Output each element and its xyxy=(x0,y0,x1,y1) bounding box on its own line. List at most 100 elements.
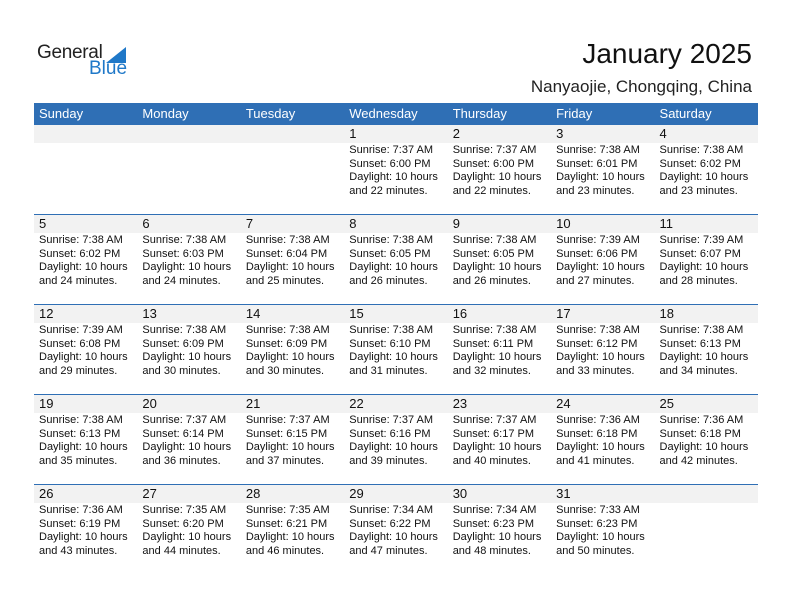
sunset-text: Sunset: 6:15 PM xyxy=(245,427,328,440)
day-cell: 22 Sunrise: 7:37 AM Sunset: 6:16 PM Dayligh… xyxy=(344,395,447,485)
sunrise-text: Sunrise: 7:38 AM xyxy=(556,144,640,156)
day-cell: 11 Sunrise: 7:39 AM Sunset: 6:07 PM Dayligh… xyxy=(655,215,758,305)
daylight-text: and 30 minutes. xyxy=(245,364,325,377)
logo-blue: Blue xyxy=(89,58,128,79)
sunset-text: Sunset: 6:10 PM xyxy=(349,337,431,350)
sunrise-text: Sunrise: 7:38 AM xyxy=(659,144,744,156)
daylight-text: Daylight: 10 hours xyxy=(39,261,128,273)
day-cell: 29 Sunrise: 7:34 AM Sunset: 6:22 PM Dayligh… xyxy=(344,485,447,575)
daylight-text: Daylight: 10 hours xyxy=(142,531,232,543)
day-cell: 5 Sunrise: 7:38 AM Sunset: 6:02 PM Daylight… xyxy=(34,215,137,305)
day-number: 8 xyxy=(349,216,357,231)
sunrise-text: Sunrise: 7:34 AM xyxy=(452,504,537,516)
day-cell: 4 Sunrise: 7:38 AM Sunset: 6:02 PM Daylight… xyxy=(655,125,758,215)
date-band xyxy=(34,215,758,233)
day-cell: 16 Sunrise: 7:38 AM Sunset: 6:11 PM Dayligh… xyxy=(448,305,551,395)
daylight-text: Daylight: 10 hours xyxy=(142,261,232,273)
daylight-text: and 42 minutes. xyxy=(659,454,738,467)
sunrise-text: Sunrise: 7:38 AM xyxy=(142,234,227,246)
sunset-text: Sunset: 6:00 PM xyxy=(452,157,535,170)
sunrise-text: Sunrise: 7:38 AM xyxy=(245,324,330,336)
daylight-text: Daylight: 10 hours xyxy=(452,441,542,453)
daylight-text: Daylight: 10 hours xyxy=(452,351,542,363)
daylight-text: and 47 minutes. xyxy=(349,544,428,557)
daylight-text: and 23 minutes. xyxy=(556,184,635,197)
sunset-text: Sunset: 6:21 PM xyxy=(245,517,328,530)
daylight-text: and 37 minutes. xyxy=(245,454,325,467)
sunset-text: Sunset: 6:18 PM xyxy=(556,427,638,440)
weekday-saturday: Saturday xyxy=(659,106,712,121)
daylight-text: Daylight: 10 hours xyxy=(245,351,335,363)
weekday-friday: Friday xyxy=(556,106,593,121)
sunset-text: Sunset: 6:17 PM xyxy=(452,427,535,440)
sunrise-text: Sunrise: 7:37 AM xyxy=(452,144,537,156)
daylight-text: Daylight: 10 hours xyxy=(39,351,128,363)
day-number: 26 xyxy=(39,486,54,501)
sunrise-text: Sunrise: 7:34 AM xyxy=(349,504,434,516)
sunset-text: Sunset: 6:03 PM xyxy=(142,247,224,260)
day-number: 23 xyxy=(452,396,468,411)
sunrise-text: Sunrise: 7:38 AM xyxy=(556,324,640,336)
daylight-text: Daylight: 10 hours xyxy=(245,441,335,453)
daylight-text: Daylight: 10 hours xyxy=(349,441,438,453)
weekday-thursday: Thursday xyxy=(452,106,507,121)
day-number: 10 xyxy=(556,216,571,231)
day-number: 14 xyxy=(245,306,261,321)
sunrise-text: Sunrise: 7:35 AM xyxy=(245,504,330,516)
logo-general: General xyxy=(37,42,103,63)
day-number: 4 xyxy=(659,126,667,141)
sunrise-text: Sunrise: 7:38 AM xyxy=(659,324,744,336)
day-number: 28 xyxy=(245,486,261,501)
weekday-wednesday: Wednesday xyxy=(349,106,418,121)
sunrise-text: Sunrise: 7:39 AM xyxy=(556,234,640,246)
daylight-text: Daylight: 10 hours xyxy=(556,351,645,363)
sunrise-text: Sunrise: 7:36 AM xyxy=(659,414,744,426)
date-band xyxy=(34,395,758,413)
sunrise-text: Sunrise: 7:38 AM xyxy=(349,324,434,336)
day-cell: 23 Sunrise: 7:37 AM Sunset: 6:17 PM Dayligh… xyxy=(448,395,551,485)
sunset-text: Sunset: 6:23 PM xyxy=(556,517,638,530)
page-title: January 2025 xyxy=(582,38,752,69)
daylight-text: and 39 minutes. xyxy=(349,454,428,467)
day-number: 30 xyxy=(452,486,468,501)
daylight-text: and 50 minutes. xyxy=(556,544,635,557)
day-cell: 31 Sunrise: 7:33 AM Sunset: 6:23 PM Dayligh… xyxy=(551,485,654,575)
day-cell: 24 Sunrise: 7:36 AM Sunset: 6:18 PM Dayligh… xyxy=(551,395,654,485)
day-cell: 8 Sunrise: 7:38 AM Sunset: 6:05 PM Daylight… xyxy=(344,215,447,305)
daylight-text: and 24 minutes. xyxy=(39,274,118,287)
daylight-text: and 22 minutes. xyxy=(452,184,531,197)
sunset-text: Sunset: 6:05 PM xyxy=(349,247,431,260)
sunrise-text: Sunrise: 7:39 AM xyxy=(659,234,744,246)
daylight-text: and 28 minutes. xyxy=(659,274,738,287)
daylight-text: and 41 minutes. xyxy=(556,454,635,467)
day-number: 7 xyxy=(245,216,254,231)
day-cell: 15 Sunrise: 7:38 AM Sunset: 6:10 PM Dayligh… xyxy=(344,305,447,395)
day-number: 2 xyxy=(452,126,460,141)
sunrise-text: Sunrise: 7:38 AM xyxy=(39,414,123,426)
sunset-text: Sunset: 6:13 PM xyxy=(39,427,121,440)
day-cell: 19 Sunrise: 7:38 AM Sunset: 6:13 PM Dayligh… xyxy=(34,395,137,485)
day-cell: 27 Sunrise: 7:35 AM Sunset: 6:20 PM Dayligh… xyxy=(137,485,240,575)
daylight-text: and 40 minutes. xyxy=(452,454,531,467)
daylight-text: Daylight: 10 hours xyxy=(659,351,749,363)
date-band xyxy=(34,125,758,143)
daylight-text: Daylight: 10 hours xyxy=(349,351,438,363)
empty-cell xyxy=(34,125,137,215)
day-number: 9 xyxy=(452,216,460,231)
daylight-text: Daylight: 10 hours xyxy=(452,171,542,183)
day-cell: 12 Sunrise: 7:39 AM Sunset: 6:08 PM Dayligh… xyxy=(34,305,137,395)
sunrise-text: Sunrise: 7:38 AM xyxy=(349,234,434,246)
day-cell: 20 Sunrise: 7:37 AM Sunset: 6:14 PM Dayligh… xyxy=(137,395,240,485)
daylight-text: Daylight: 10 hours xyxy=(556,261,645,273)
location: Nanyaojie, Chongqing, China xyxy=(530,77,752,96)
daylight-text: and 24 minutes. xyxy=(142,274,221,287)
day-number: 31 xyxy=(556,486,571,501)
sunrise-text: Sunrise: 7:33 AM xyxy=(556,504,640,516)
daylight-text: and 36 minutes. xyxy=(142,454,221,467)
daylight-text: and 26 minutes. xyxy=(349,274,428,287)
sunrise-text: Sunrise: 7:38 AM xyxy=(452,324,537,336)
empty-cell xyxy=(137,125,240,215)
day-cell: 9 Sunrise: 7:38 AM Sunset: 6:05 PM Daylight… xyxy=(448,215,551,305)
sunset-text: Sunset: 6:11 PM xyxy=(452,337,534,350)
daylight-text: and 32 minutes. xyxy=(452,364,531,377)
